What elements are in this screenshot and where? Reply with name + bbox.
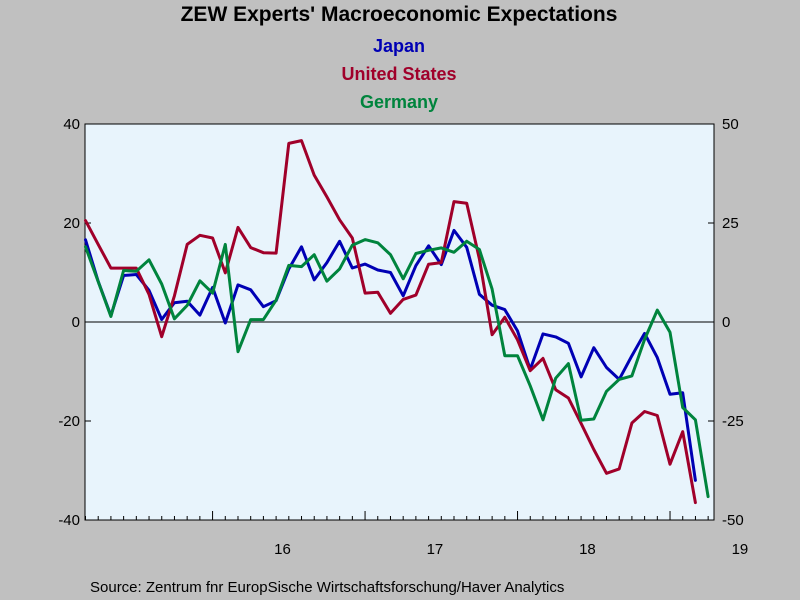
left-tick-label: 0 (72, 314, 80, 331)
axes: -40 -20 0 20 40 -50 -25 0 25 50 16 17 18 19 (58, 116, 748, 558)
subtitle-germany: Germany (360, 92, 438, 112)
x-tick-label: 17 (427, 541, 444, 558)
left-tick-label: 40 (63, 116, 80, 133)
series-group (84, 139, 710, 505)
subtitle-united-states: United States (341, 64, 456, 84)
x-tick-label: 19 (732, 541, 749, 558)
right-tick-label: 50 (722, 116, 739, 133)
series-line-japan (84, 228, 697, 482)
source-note: Source: Zentrum fnr EuropSische Wirtscha… (90, 579, 564, 596)
x-tick-label: 16 (274, 541, 291, 558)
chart-title: ZEW Experts' Macroeconomic Expectations (181, 3, 618, 26)
right-tick-label: -50 (722, 512, 744, 529)
right-tick-label: 25 (722, 215, 739, 232)
left-tick-label: -20 (58, 413, 80, 430)
subtitle-japan: Japan (373, 36, 425, 56)
left-tick-label: -40 (58, 512, 80, 529)
x-tick-label: 18 (579, 541, 596, 558)
left-tick-label: 20 (63, 215, 80, 232)
right-tick-label: -25 (722, 413, 744, 430)
right-tick-label: 0 (722, 314, 730, 331)
series-line-germany (84, 238, 710, 499)
series-line-united-states (84, 139, 697, 505)
